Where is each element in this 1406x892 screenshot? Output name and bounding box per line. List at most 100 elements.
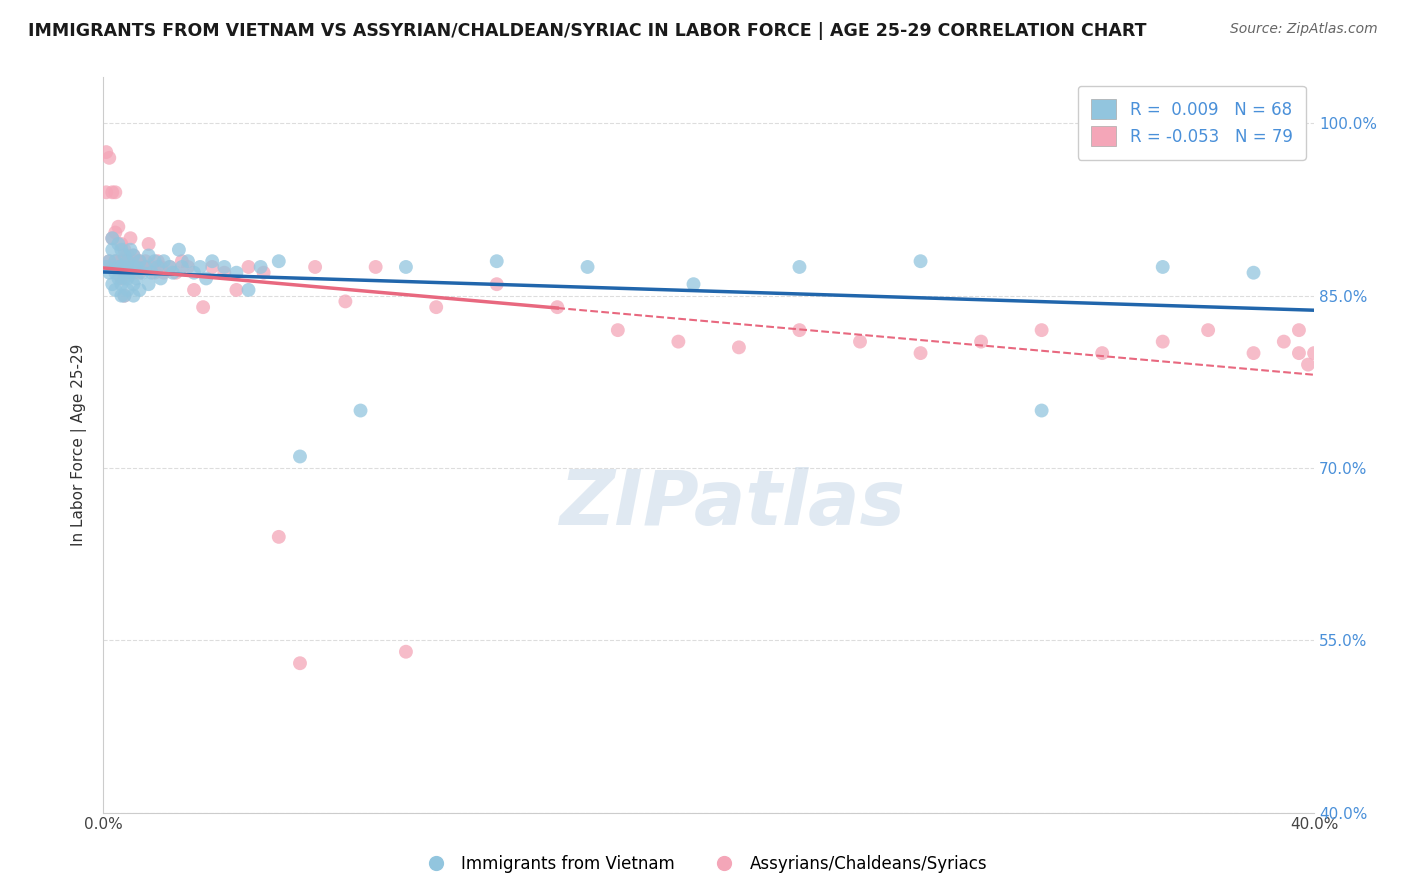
- Point: [849, 334, 872, 349]
- Legend: R =  0.009   N = 68, R = -0.053   N = 79: R = 0.009 N = 68, R = -0.053 N = 79: [1078, 86, 1306, 160]
- Point: [110, 271, 132, 285]
- Point: [267, 254, 290, 268]
- Point: [112, 243, 135, 257]
- Point: [107, 260, 129, 274]
- Point: [104, 254, 127, 268]
- Text: ZIPatlas: ZIPatlas: [560, 467, 905, 541]
- Point: [128, 283, 150, 297]
- Point: [201, 260, 224, 274]
- Text: Source: ZipAtlas.com: Source: ZipAtlas.com: [1230, 22, 1378, 37]
- Point: [125, 271, 148, 285]
- Point: [112, 248, 135, 262]
- Point: [110, 237, 132, 252]
- Point: [138, 277, 160, 292]
- Point: [128, 266, 150, 280]
- Point: [101, 231, 124, 245]
- Point: [1288, 323, 1310, 337]
- Point: [253, 266, 276, 280]
- Point: [117, 283, 139, 297]
- Point: [110, 277, 132, 292]
- Point: [122, 248, 145, 262]
- Point: [101, 277, 124, 292]
- Point: [122, 248, 145, 262]
- Point: [152, 254, 174, 268]
- Point: [131, 260, 153, 274]
- Point: [131, 266, 153, 280]
- Point: [135, 260, 157, 274]
- Point: [910, 254, 932, 268]
- Point: [117, 254, 139, 268]
- Point: [152, 266, 174, 280]
- Point: [970, 334, 993, 349]
- Point: [122, 277, 145, 292]
- Point: [225, 266, 247, 280]
- Point: [96, 145, 118, 160]
- Point: [112, 288, 135, 302]
- Point: [349, 403, 371, 417]
- Point: [1243, 346, 1265, 360]
- Point: [107, 254, 129, 268]
- Point: [162, 266, 184, 280]
- Point: [201, 254, 224, 268]
- Point: [98, 254, 121, 268]
- Point: [1031, 323, 1053, 337]
- Point: [395, 645, 418, 659]
- Point: [159, 260, 181, 274]
- Point: [728, 340, 751, 354]
- Point: [112, 288, 135, 302]
- Point: [107, 260, 129, 274]
- Point: [98, 266, 121, 280]
- Point: [143, 266, 166, 280]
- Point: [122, 260, 145, 274]
- Point: [546, 300, 568, 314]
- Point: [128, 254, 150, 268]
- Point: [910, 346, 932, 360]
- Point: [112, 260, 135, 274]
- Point: [110, 260, 132, 274]
- Point: [101, 186, 124, 200]
- Point: [170, 254, 193, 268]
- Point: [1272, 334, 1295, 349]
- Point: [104, 226, 127, 240]
- Point: [576, 260, 599, 274]
- Point: [214, 266, 236, 280]
- Point: [117, 248, 139, 262]
- Point: [288, 657, 311, 671]
- Point: [165, 266, 187, 280]
- Point: [98, 151, 121, 165]
- Point: [96, 260, 118, 274]
- Point: [141, 260, 163, 274]
- Legend: Immigrants from Vietnam, Assyrians/Chaldeans/Syriacs: Immigrants from Vietnam, Assyrians/Chald…: [412, 848, 994, 880]
- Point: [1296, 358, 1319, 372]
- Point: [101, 231, 124, 245]
- Point: [120, 254, 142, 268]
- Point: [1091, 346, 1114, 360]
- Point: [117, 266, 139, 280]
- Y-axis label: In Labor Force | Age 25-29: In Labor Force | Age 25-29: [72, 343, 87, 546]
- Point: [117, 260, 139, 274]
- Point: [122, 266, 145, 280]
- Point: [159, 260, 181, 274]
- Point: [120, 266, 142, 280]
- Point: [238, 260, 260, 274]
- Point: [125, 260, 148, 274]
- Point: [104, 283, 127, 297]
- Point: [167, 243, 190, 257]
- Point: [96, 186, 118, 200]
- Point: [1152, 334, 1174, 349]
- Point: [177, 254, 200, 268]
- Point: [146, 260, 169, 274]
- Point: [789, 323, 811, 337]
- Point: [143, 254, 166, 268]
- Point: [128, 254, 150, 268]
- Point: [117, 271, 139, 285]
- Point: [364, 260, 387, 274]
- Point: [98, 254, 121, 268]
- Point: [183, 266, 205, 280]
- Point: [485, 277, 508, 292]
- Point: [1243, 266, 1265, 280]
- Point: [104, 254, 127, 268]
- Point: [177, 260, 200, 274]
- Point: [267, 530, 290, 544]
- Point: [249, 260, 271, 274]
